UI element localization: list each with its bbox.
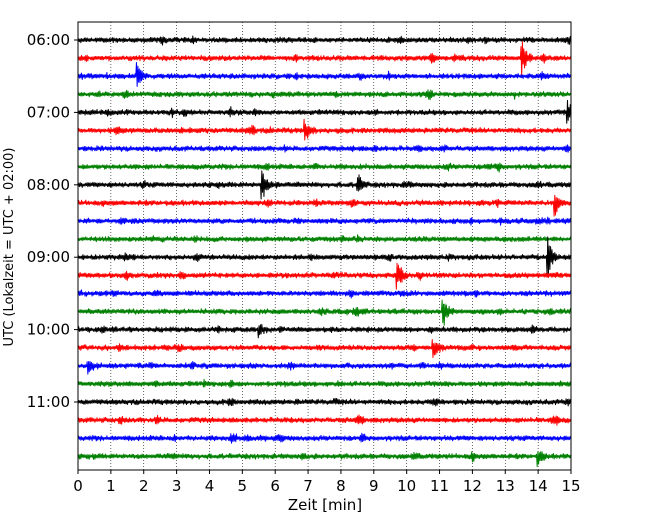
trace-line — [77, 432, 572, 444]
trace-line — [77, 360, 572, 375]
trace-line — [77, 194, 572, 217]
x-tick-label: 6 — [270, 477, 280, 495]
trace-line — [77, 216, 572, 226]
trace-line — [77, 451, 572, 467]
trace-line — [77, 89, 572, 101]
y-tick-label: 11:00 — [27, 393, 70, 411]
x-tick-label: 7 — [303, 477, 313, 495]
x-tick-label: 15 — [561, 477, 580, 495]
trace-line — [77, 323, 572, 339]
plot-frame — [77, 21, 572, 471]
trace-line — [77, 339, 572, 358]
trace-line — [77, 414, 572, 426]
x-tick-label: 3 — [172, 477, 182, 495]
trace-line — [77, 144, 572, 153]
seismic-traces — [77, 35, 572, 467]
trace-line — [77, 62, 572, 87]
x-tick-label: 11 — [430, 477, 449, 495]
trace-line — [77, 262, 572, 290]
x-tick-label: 0 — [73, 477, 83, 495]
x-tick-label: 14 — [529, 477, 548, 495]
trace-line — [77, 35, 572, 46]
y-tick-label: 07:00 — [27, 103, 70, 121]
y-tick-label: 06:00 — [27, 31, 70, 49]
x-axis-label: Zeit [min] — [288, 496, 362, 514]
trace-line — [77, 99, 572, 124]
trace-line — [77, 289, 572, 299]
x-axis: 0 1 2 3 4 5 6 7 8 9 10 11 12 13 14 15 — [73, 470, 581, 495]
x-tick-label: 2 — [139, 477, 149, 495]
trace-line — [77, 234, 572, 244]
y-tick-label: 10:00 — [27, 321, 70, 339]
x-tick-label: 13 — [496, 477, 515, 495]
x-tick-label: 12 — [463, 477, 482, 495]
y-axis-label: UTC (Lokalzeit = UTC + 02:00) — [2, 148, 17, 347]
x-tick-label: 1 — [106, 477, 116, 495]
trace-line — [77, 299, 572, 326]
trace-line — [77, 118, 572, 141]
x-tick-label: 4 — [205, 477, 215, 495]
x-tick-label: 8 — [336, 477, 346, 495]
y-axis: 06:00 07:00 08:00 09:00 10:00 11:00 — [27, 31, 78, 411]
trace-line — [77, 236, 572, 276]
x-tick-label: 10 — [397, 477, 416, 495]
x-tick-label: 5 — [238, 477, 248, 495]
trace-line — [77, 378, 572, 389]
trace-line — [77, 170, 572, 200]
trace-line — [77, 41, 572, 77]
y-tick-label: 09:00 — [27, 248, 70, 266]
x-tick-label: 9 — [369, 477, 379, 495]
trace-line — [77, 162, 572, 173]
y-tick-label: 08:00 — [27, 176, 70, 194]
trace-line — [77, 397, 572, 407]
